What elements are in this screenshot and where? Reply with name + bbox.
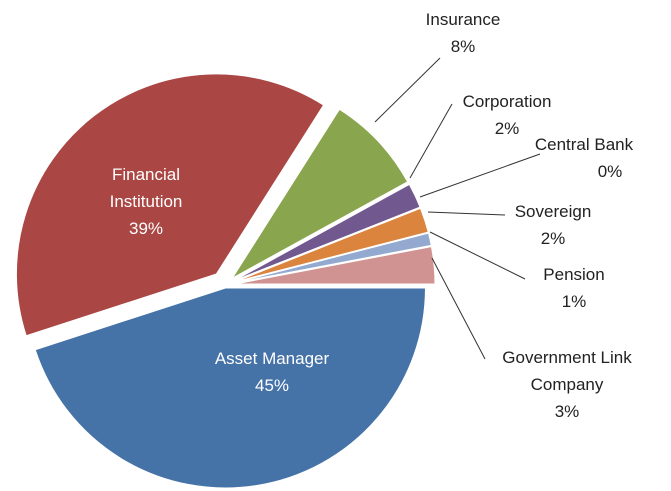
slice-label: Government Link Company <box>502 348 632 394</box>
slice-value: 45% <box>254 376 290 395</box>
slice-label: Insurance <box>425 10 501 29</box>
leader-line <box>431 257 486 360</box>
leader-line <box>429 231 526 280</box>
slice-label: Asset Manager <box>214 349 330 368</box>
pie-slice <box>15 73 325 337</box>
pie-slice <box>234 207 429 283</box>
pie-slice <box>231 108 409 279</box>
slice-value: 1% <box>561 292 587 311</box>
pie-slice <box>234 245 436 285</box>
pie-slice <box>233 183 421 282</box>
slice-label: Financial Institution <box>109 165 183 211</box>
slice-value: 2% <box>494 119 520 138</box>
slice-value: 2% <box>540 229 566 248</box>
slice-label: Corporation <box>462 92 552 111</box>
pie-slice <box>34 287 426 489</box>
leader-line <box>409 103 453 179</box>
slice-label: Sovereign <box>514 202 592 221</box>
leader-line <box>419 153 541 198</box>
slice-value: 0% <box>597 162 623 181</box>
slice-value: 39% <box>128 219 164 238</box>
slice-value: 8% <box>450 37 476 56</box>
slice-label: Central Bank <box>534 135 634 154</box>
slice-value: 3% <box>554 402 580 421</box>
slice-label: Pension <box>543 265 605 284</box>
leader-line <box>427 211 506 216</box>
pie-slice <box>234 232 432 284</box>
leader-line <box>374 57 441 123</box>
